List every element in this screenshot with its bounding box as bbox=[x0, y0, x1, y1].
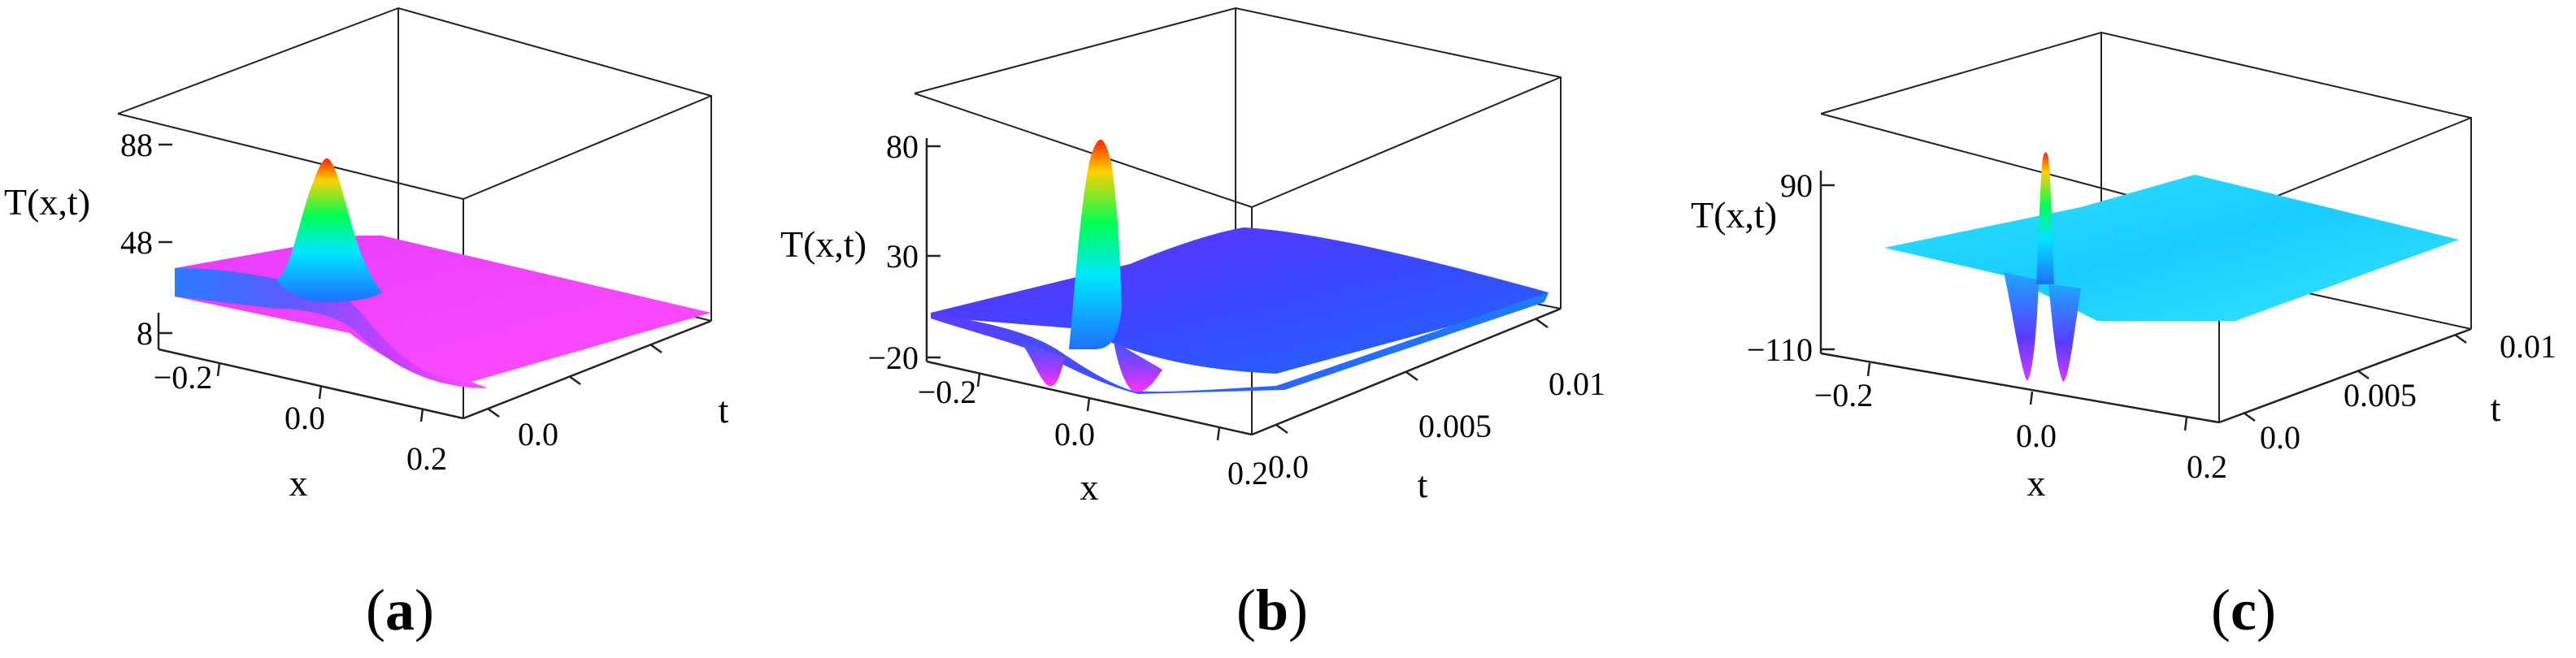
panel-c-peak bbox=[2036, 152, 2054, 284]
panel-a: 88 48 8 T(x,t) −0.2 0.0 0.2 x 0.0 t (a) bbox=[4, 6, 729, 643]
panel-a-surface bbox=[175, 158, 711, 388]
panel-c-surface-plane bbox=[1884, 175, 2459, 321]
panel-a-z-ticks: 88 48 8 bbox=[120, 127, 172, 352]
panel-c-z-label: T(x,t) bbox=[1691, 194, 1777, 236]
panel-a-surface-front bbox=[175, 268, 488, 388]
panel-c-dip-right bbox=[2048, 284, 2081, 382]
panel-c-t-label: t bbox=[2491, 387, 2501, 429]
panel-b-z-tick: 80 bbox=[886, 128, 919, 165]
panel-b-t-tick: 0.005 bbox=[1418, 408, 1492, 444]
panel-c-z-ticks: 90 −110 bbox=[1747, 167, 1835, 368]
panel-a-axes bbox=[157, 313, 712, 420]
panel-a-x-ticks: −0.2 0.0 0.2 bbox=[154, 359, 447, 477]
panel-b-peak bbox=[1069, 140, 1122, 349]
panel-b-x-label: x bbox=[1080, 466, 1099, 508]
panel-b-z-label: T(x,t) bbox=[780, 223, 867, 265]
panel-b-t-tick: 0.0 bbox=[1268, 448, 1309, 485]
panel-b-x-tick: 0.2 bbox=[1227, 455, 1268, 491]
panel-c-x-ticks: −0.2 0.0 0.2 bbox=[1814, 362, 2227, 485]
panel-c-dip-left bbox=[2004, 272, 2039, 381]
panel-c-label: (c) bbox=[2211, 578, 2276, 643]
panel-a-x-tick: −0.2 bbox=[154, 359, 213, 396]
panel-a-x-tick: 0.0 bbox=[285, 400, 325, 436]
panel-c-t-tick: 0.0 bbox=[2260, 419, 2300, 456]
panel-a-peak bbox=[276, 158, 382, 302]
panel-c-t-ticks: 0.0 0.005 0.01 bbox=[2243, 328, 2556, 456]
panel-a-z-tick: 88 bbox=[120, 127, 153, 163]
panel-c-z-tick: 90 bbox=[1780, 167, 1813, 204]
panel-a-t-tick: 0.0 bbox=[518, 416, 558, 452]
panel-b-x-ticks: −0.2 0.0 0.2 bbox=[918, 373, 1268, 491]
panel-c-x-tick: −0.2 bbox=[1814, 377, 1874, 413]
panel-a-x-tick: 0.2 bbox=[406, 440, 447, 477]
panel-b-t-label: t bbox=[1418, 464, 1428, 505]
panel-a-t-label: t bbox=[719, 389, 729, 431]
panel-c-surface bbox=[1884, 152, 2459, 382]
panel-b-t-ticks: 0.0 0.005 0.01 bbox=[1268, 318, 1605, 485]
panel-c-x-label: x bbox=[2027, 462, 2046, 504]
panel-c-z-tick: −110 bbox=[1747, 331, 1813, 368]
panel-b-label: (b) bbox=[1236, 578, 1308, 643]
panel-b-t-tick: 0.01 bbox=[1549, 366, 1605, 402]
panel-b-surface-front bbox=[931, 292, 1549, 394]
panel-b-z-tick: 30 bbox=[886, 238, 919, 275]
panel-b-dip-right bbox=[1114, 341, 1162, 392]
panel-c-x-tick: 0.2 bbox=[2187, 448, 2227, 485]
panel-c-axes bbox=[1819, 171, 2472, 424]
panel-b-x-tick: 0.0 bbox=[1054, 416, 1095, 452]
panel-a-z-tick: 8 bbox=[137, 315, 153, 352]
panel-b: 80 30 −20 T(x,t) −0.2 0.0 0.2 x 0.0 0.00… bbox=[780, 6, 1605, 643]
panel-c-t-tick: 0.01 bbox=[2500, 328, 2556, 365]
panel-b-x-tick: −0.2 bbox=[918, 374, 977, 410]
panel-a-label: (a) bbox=[366, 578, 434, 643]
panel-c: 90 −110 T(x,t) −0.2 0.0 0.2 x 0.0 0.005 … bbox=[1691, 31, 2556, 643]
panel-b-surface bbox=[931, 140, 1549, 394]
panel-b-z-ticks: 80 30 −20 bbox=[867, 128, 940, 376]
panel-c-t-tick: 0.005 bbox=[2344, 377, 2417, 413]
panel-b-dip-left bbox=[1020, 341, 1065, 387]
panel-b-z-tick: −20 bbox=[867, 340, 919, 376]
panel-a-t-ticks: 0.0 bbox=[487, 343, 662, 452]
panel-a-x-label: x bbox=[289, 462, 308, 504]
panel-a-surface-back bbox=[175, 236, 711, 382]
panel-c-x-tick: 0.0 bbox=[2016, 418, 2057, 454]
panel-a-z-tick: 48 bbox=[120, 224, 153, 261]
panel-b-surface-back bbox=[931, 227, 1549, 374]
panel-a-z-label: T(x,t) bbox=[4, 181, 90, 223]
